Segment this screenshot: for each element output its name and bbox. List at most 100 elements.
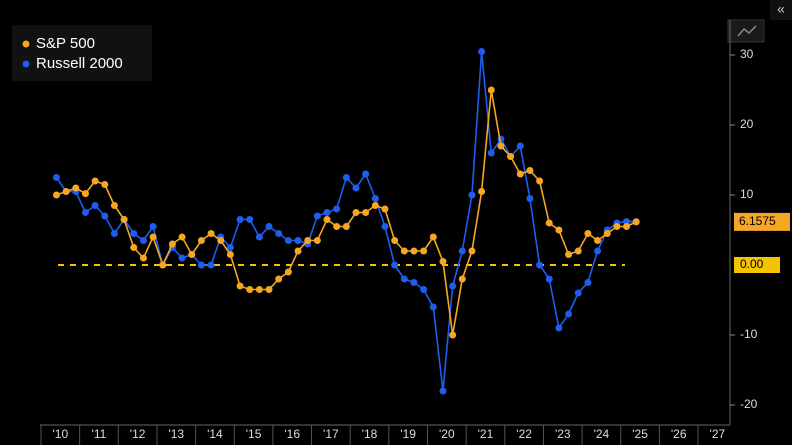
data-point <box>623 218 631 226</box>
data-point <box>226 244 234 251</box>
data-point <box>458 275 466 283</box>
data-point <box>381 205 389 213</box>
x-tick-label: '16 <box>284 427 300 441</box>
data-point <box>110 230 118 237</box>
legend-swatch <box>22 60 30 68</box>
data-point <box>410 279 418 286</box>
data-point <box>594 237 602 244</box>
data-point <box>478 188 486 195</box>
data-point <box>574 289 582 297</box>
data-point <box>632 218 640 226</box>
data-point <box>130 244 138 251</box>
data-point <box>91 202 99 209</box>
data-point <box>391 237 399 244</box>
data-point <box>255 233 263 241</box>
data-point <box>275 230 283 237</box>
data-point <box>352 184 360 192</box>
data-point <box>429 303 437 311</box>
data-point <box>594 247 602 255</box>
zero-label: 0.00 <box>740 257 764 271</box>
data-point <box>371 195 379 202</box>
data-point <box>255 286 263 293</box>
data-point <box>120 216 128 223</box>
x-tick-label: '18 <box>362 427 378 441</box>
collapse-button[interactable] <box>770 0 792 20</box>
data-point <box>246 286 254 293</box>
data-point <box>555 226 563 234</box>
data-point <box>623 223 631 230</box>
data-point <box>468 191 476 199</box>
x-tick-label: '19 <box>400 427 416 441</box>
data-point <box>178 233 186 241</box>
data-point <box>294 247 302 255</box>
x-tick-label: '14 <box>207 427 223 441</box>
data-point <box>284 237 292 244</box>
data-point <box>333 223 341 230</box>
data-point <box>130 230 138 237</box>
data-point <box>420 247 428 255</box>
data-point <box>52 174 60 181</box>
chart-type-icon <box>737 25 757 37</box>
zero-label-box <box>734 257 780 273</box>
data-point <box>207 230 215 237</box>
data-point <box>429 233 437 241</box>
data-point <box>487 149 495 157</box>
data-point <box>323 209 331 216</box>
data-point <box>52 191 60 199</box>
data-point <box>449 331 457 339</box>
x-tick-label: '15 <box>246 427 262 441</box>
data-point <box>545 275 553 283</box>
data-point <box>265 286 273 293</box>
data-point <box>333 205 341 213</box>
data-point <box>526 167 534 174</box>
data-point <box>574 247 582 255</box>
data-point <box>110 202 118 209</box>
data-point <box>478 48 486 55</box>
data-point <box>381 223 389 230</box>
data-point <box>584 230 592 237</box>
data-point <box>72 184 80 192</box>
x-tick-label: '24 <box>594 427 610 441</box>
data-point <box>265 223 273 230</box>
data-point <box>565 251 573 258</box>
data-point <box>342 223 350 230</box>
data-point <box>101 181 109 188</box>
data-point <box>555 324 563 332</box>
data-point <box>565 310 573 318</box>
y-tick-label: 20 <box>740 117 754 131</box>
legend <box>12 25 152 81</box>
data-point <box>236 216 244 223</box>
data-point <box>420 286 428 293</box>
data-point <box>197 261 205 269</box>
data-point <box>487 86 495 94</box>
data-point <box>246 216 254 223</box>
data-point <box>536 177 544 185</box>
data-point <box>323 216 331 223</box>
data-point <box>139 237 147 244</box>
data-point <box>497 142 505 150</box>
x-tick-label: '22 <box>516 427 532 441</box>
data-point <box>304 237 312 244</box>
data-point <box>449 282 457 290</box>
data-point <box>439 258 447 265</box>
x-tick-label: '25 <box>632 427 648 441</box>
x-tick-label: '17 <box>323 427 339 441</box>
y-tick-label: 10 <box>740 187 754 201</box>
data-point <box>400 247 408 255</box>
data-point <box>139 254 147 262</box>
x-tick-label: '13 <box>168 427 184 441</box>
data-point <box>352 209 360 216</box>
data-point <box>275 275 283 283</box>
data-point <box>507 153 515 160</box>
data-point <box>603 230 611 237</box>
last-value-box <box>734 212 790 231</box>
data-point <box>226 251 234 258</box>
y-tick-label: -20 <box>740 397 758 411</box>
data-point <box>313 237 321 244</box>
data-point <box>458 247 466 255</box>
collapse-icon: « <box>777 1 785 17</box>
data-point <box>362 209 370 216</box>
data-point <box>197 237 205 244</box>
data-point <box>516 142 524 150</box>
